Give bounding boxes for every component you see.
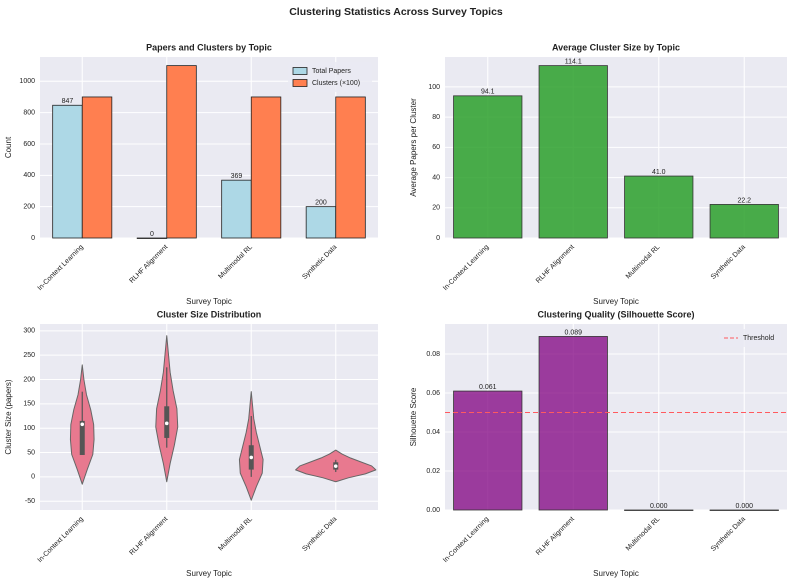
y-axis-label: Cluster Size (papers) <box>4 379 13 454</box>
y-tick-label: 100 <box>428 84 440 91</box>
bar <box>52 104 83 239</box>
y-tick-label: 0.02 <box>426 468 440 475</box>
y-axis-label: Silhouette Score <box>409 387 418 446</box>
y-tick-label: 800 <box>23 109 35 116</box>
figure-title: Clustering Statistics Across Survey Topi… <box>289 6 503 18</box>
bar <box>166 65 197 239</box>
y-tick-label: 150 <box>23 401 35 408</box>
y-tick-label: 0.04 <box>426 429 440 436</box>
bar <box>250 96 282 239</box>
y-tick-label: 0.08 <box>426 351 440 358</box>
y-tick-label: 100 <box>23 425 35 432</box>
x-axis-label: Survey Topic <box>593 569 639 578</box>
y-axis-label: Count <box>4 136 13 158</box>
y-tick-label: 250 <box>23 352 35 359</box>
y-tick-label: 400 <box>23 172 35 179</box>
bar <box>624 509 694 511</box>
bar <box>709 509 779 511</box>
violin-median <box>164 421 169 426</box>
legend-label: Clusters (×100) <box>312 80 360 87</box>
bar <box>538 336 608 511</box>
y-tick-label: 20 <box>432 205 440 212</box>
y-tick-label: 80 <box>432 114 440 121</box>
y-tick-label: 60 <box>432 144 440 151</box>
y-tick-label: 0 <box>31 474 35 481</box>
x-axis-label: Survey Topic <box>186 297 232 306</box>
data-label: 0.000 <box>735 503 753 510</box>
violin-median <box>80 422 85 427</box>
y-tick-label: 0.00 <box>426 507 440 514</box>
data-label: 94.1 <box>481 89 495 96</box>
bar <box>335 96 366 239</box>
bar <box>709 204 779 239</box>
y-tick-label: 0 <box>31 235 35 242</box>
x-axis-label: Survey Topic <box>186 569 232 578</box>
y-tick-label: 40 <box>432 174 440 181</box>
bar <box>81 96 113 239</box>
y-tick-label: 0.06 <box>426 390 440 397</box>
legend-label: Threshold <box>743 335 774 342</box>
data-label: 369 <box>231 173 243 180</box>
data-label: 0.000 <box>650 503 668 510</box>
bar <box>453 95 523 239</box>
legend-box <box>719 329 781 347</box>
data-label: 22.2 <box>737 197 751 204</box>
y-tick-label: 300 <box>23 328 35 335</box>
y-tick-label: -50 <box>25 498 35 505</box>
data-label: 0.089 <box>564 329 582 336</box>
y-tick-label: 0 <box>436 235 440 242</box>
data-label: 114.1 <box>565 58 582 65</box>
bar <box>221 179 252 239</box>
subplot-title: Cluster Size Distribution <box>157 309 262 319</box>
y-tick-label: 200 <box>23 204 35 211</box>
x-axis-label: Survey Topic <box>593 297 639 306</box>
data-label: 41.0 <box>652 169 666 176</box>
legend-swatch <box>292 79 308 87</box>
legend-label: Total Papers <box>312 68 351 75</box>
bar <box>538 65 608 239</box>
bar <box>305 206 337 239</box>
y-tick-label: 600 <box>23 141 35 148</box>
data-label: 0.061 <box>479 384 497 391</box>
y-axis-label: Average Papers per Cluster <box>409 98 418 197</box>
legend-box <box>288 62 372 92</box>
bar <box>136 237 168 239</box>
subplot-title: Clustering Quality (Silhouette Score) <box>537 309 694 319</box>
data-label: 847 <box>62 98 74 105</box>
bar <box>624 175 694 239</box>
data-label: 200 <box>315 200 327 207</box>
legend-swatch <box>292 67 308 75</box>
violin-median <box>333 464 338 468</box>
bar <box>453 390 523 511</box>
violin-box <box>79 420 85 455</box>
y-tick-label: 1000 <box>19 78 35 85</box>
y-tick-label: 200 <box>23 376 35 383</box>
violin-median <box>249 455 254 460</box>
subplot-title: Papers and Clusters by Topic <box>146 42 272 52</box>
y-tick-label: 50 <box>27 449 35 456</box>
data-label: 0 <box>150 231 154 238</box>
subplot-title: Average Cluster Size by Topic <box>552 42 680 52</box>
